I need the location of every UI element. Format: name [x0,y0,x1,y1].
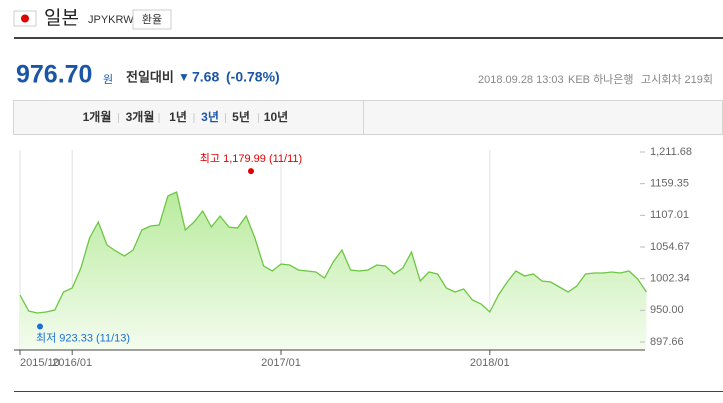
annotation-dot [37,323,43,330]
y-tick-label: 1159.35 [650,178,689,190]
change: 7.68 [192,69,219,85]
x-tick-label: 2018/01 [470,357,510,369]
code: JPYKRW [88,14,134,26]
tab[interactable]: 1개월 [83,109,112,124]
y-tick-label: 1,211.68 [650,146,692,158]
x-tick-label: 2017/01 [261,357,301,369]
line [19,191,647,314]
price: 976.70 [16,61,92,89]
bottom-rule [14,391,723,392]
down-arrow: ▼ [178,70,190,84]
time: 2018.09.28 13:03 [478,74,564,86]
y-tick-label: 1002.34 [650,273,690,285]
change-pct: (-0.78%) [226,69,280,85]
y-tick-label: 950.00 [650,304,684,316]
tabs: 1개월 3개월 1년 3년 5년 10년 [83,109,289,124]
change-label: 전일대비 [126,69,174,84]
flag-sun [21,14,29,23]
x-tick-label: 2016/01 [52,357,92,369]
annotation-label: 최고 1,179.99 (11/11) [200,152,302,165]
rate-button[interactable] [132,9,172,30]
annotation-dot [248,168,254,175]
tab[interactable]: 10년 [264,110,288,124]
round: 고시회차 219회 [641,73,713,86]
tab[interactable]: 1년 [169,110,187,124]
x-tick-label: 2015/10 [20,357,60,369]
rate-button-label[interactable]: 환율 [142,13,162,26]
bank: KEB 하나은행 [568,72,634,86]
tab[interactable]: 5년 [232,110,250,124]
tab[interactable]: 3개월 [126,109,155,124]
y-tick-label: 897.66 [650,336,684,348]
y-tick-label: 1054.67 [650,241,690,253]
tab-bar [13,100,723,135]
y-tick-label: 1107.01 [650,209,689,221]
header-rule [14,37,723,39]
annotation-label: 최저 923.33 (11/13) [36,331,130,344]
title: 일본 [44,7,79,29]
area [20,192,647,350]
price-unit: 원 [103,73,113,86]
tab[interactable]: 3년 [201,110,219,124]
